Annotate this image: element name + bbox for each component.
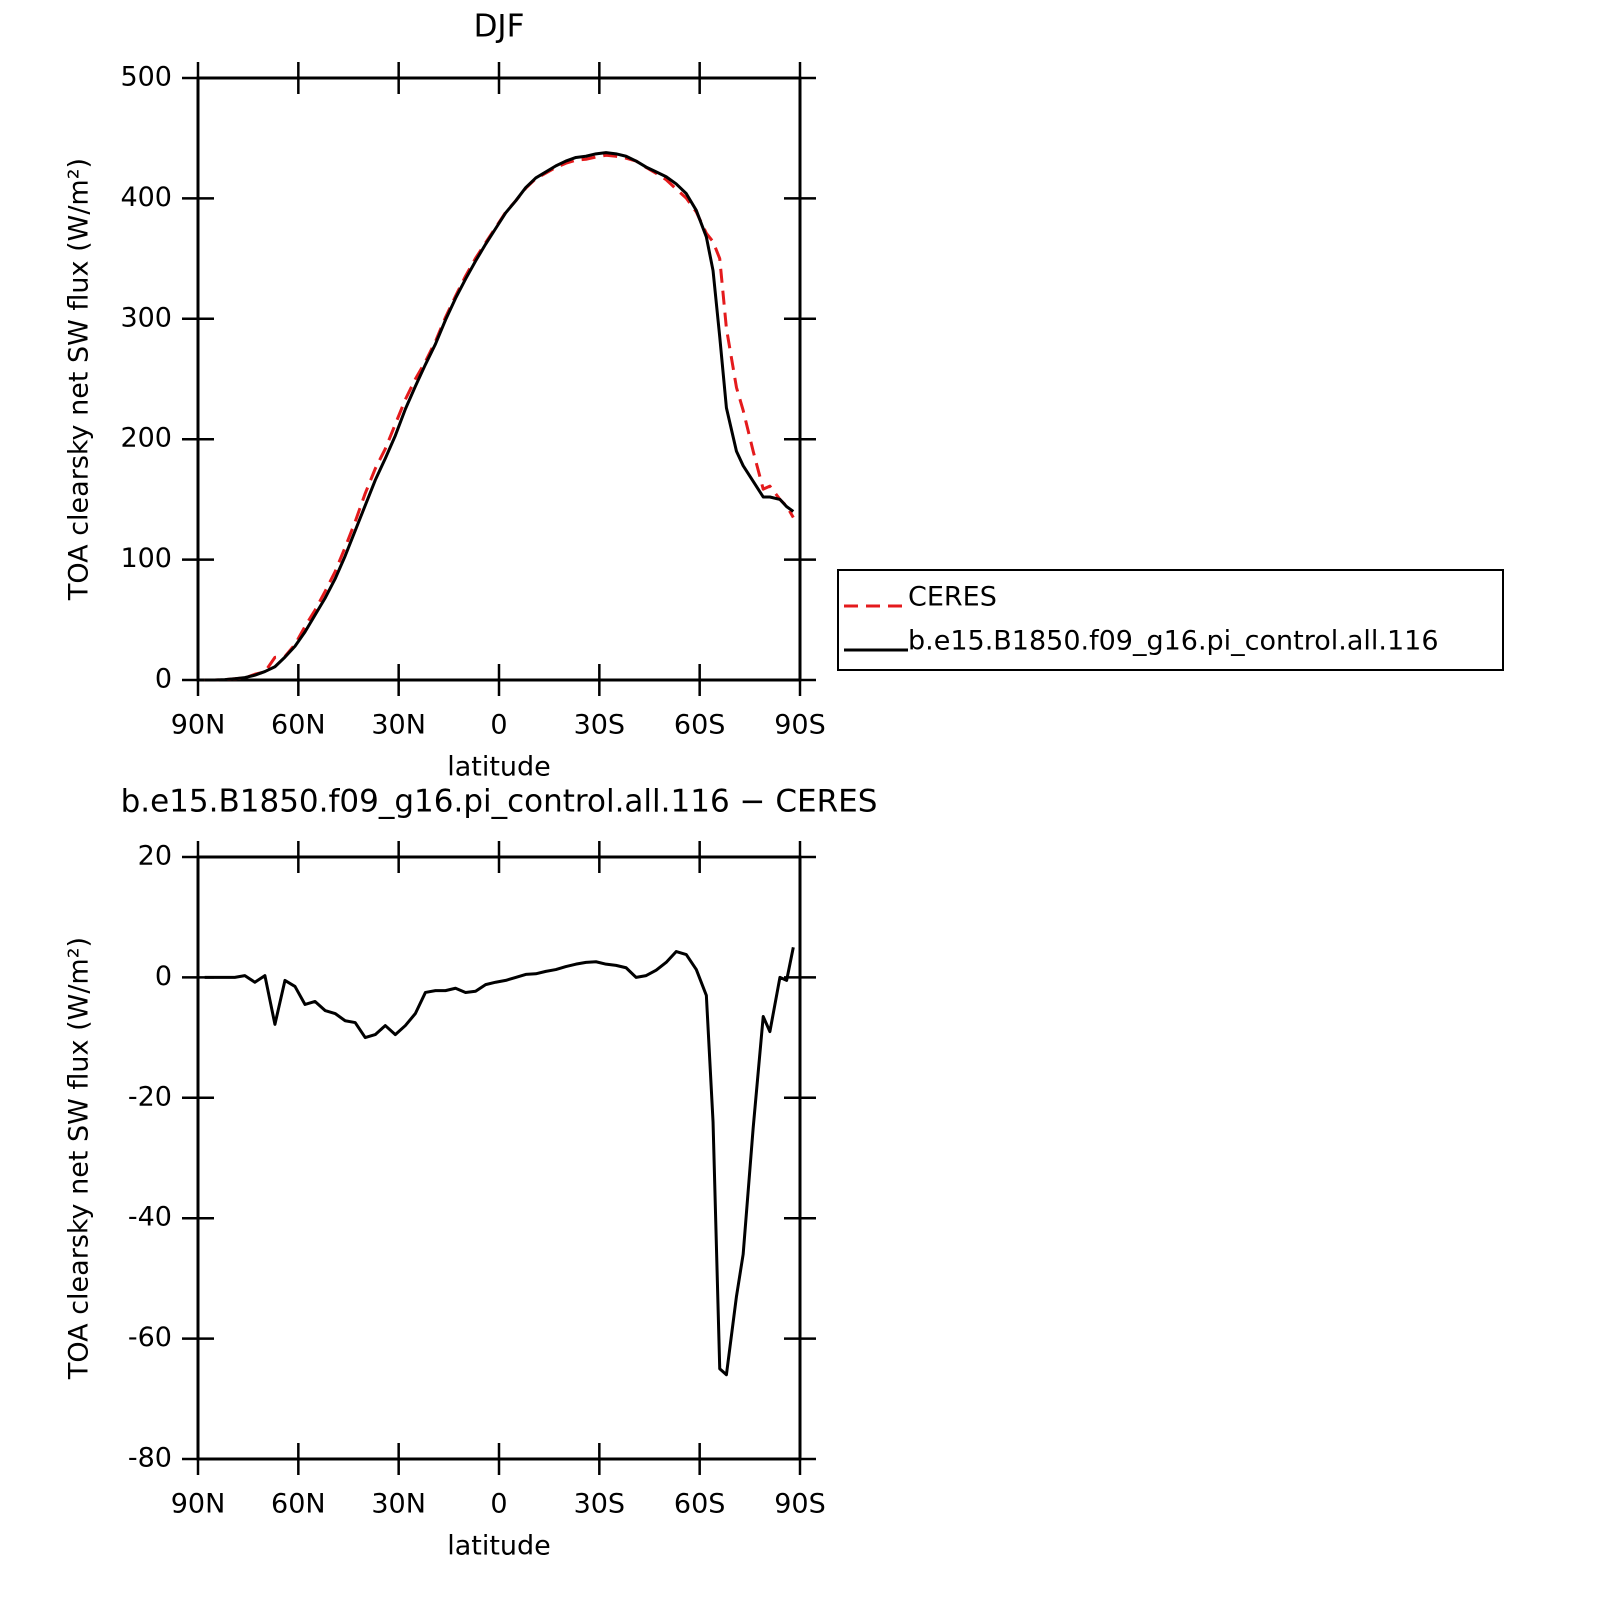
data-line (204, 151, 795, 682)
chart-title: b.e15.B1850.f09_g16.pi_control.all.116 −… (121, 784, 878, 820)
plot-frame (196, 855, 802, 1461)
x-tick-label: 30S (574, 1489, 626, 1520)
x-axis-label: latitude (447, 1531, 551, 1562)
y-tick-label: 200 (120, 423, 172, 454)
x-tick-label: 60S (674, 710, 726, 741)
y-tick-label: -80 (128, 1443, 172, 1474)
x-tick-label: 90N (171, 710, 226, 741)
x-tick-label: 90S (774, 710, 826, 741)
legend-label: CERES (908, 582, 997, 613)
y-tick-label: 400 (120, 182, 172, 213)
y-tick-label: 20 (138, 841, 172, 872)
legend-box (837, 569, 1504, 671)
x-tick-label: 30N (371, 710, 426, 741)
x-tick-label: 90N (171, 1489, 226, 1520)
y-tick-label: 0 (155, 961, 172, 992)
x-tick-label: 60N (271, 1489, 326, 1520)
y-axis-label: TOA clearsky net SW flux (W/m²) (64, 158, 95, 601)
x-tick-label: 30N (371, 1489, 426, 1520)
legend-label: b.e15.B1850.f09_g16.pi_control.all.116 (908, 626, 1439, 657)
x-tick-label: 0 (490, 1489, 507, 1520)
y-axis-label: TOA clearsky net SW flux (W/m²) (64, 937, 95, 1380)
x-tick-label: 0 (490, 710, 507, 741)
plot-frame (196, 76, 802, 682)
y-tick-label: -60 (128, 1322, 172, 1353)
x-tick-label: 60N (271, 710, 326, 741)
chart-title: DJF (474, 9, 525, 45)
x-tick-label: 60S (674, 1489, 726, 1520)
x-tick-label: 30S (574, 710, 626, 741)
x-tick-label: 90S (774, 1489, 826, 1520)
y-tick-label: 300 (120, 302, 172, 333)
y-tick-label: 500 (120, 62, 172, 93)
y-tick-label: 100 (120, 543, 172, 574)
y-tick-label: -20 (128, 1081, 172, 1112)
y-tick-label: 0 (155, 664, 172, 695)
x-axis-label: latitude (447, 752, 551, 783)
y-tick-label: -40 (128, 1202, 172, 1233)
data-line (204, 947, 795, 1377)
